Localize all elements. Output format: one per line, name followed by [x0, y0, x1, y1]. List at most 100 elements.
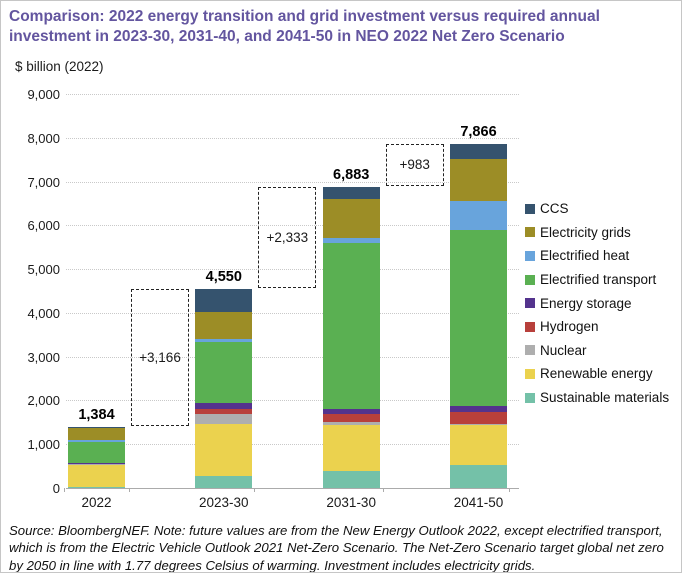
- legend-swatch: [525, 274, 535, 285]
- delta-annotation-label: +2,333: [266, 229, 309, 245]
- bar-segment-sustainable-materials: [450, 464, 507, 488]
- bar-segment-nuclear: [322, 422, 380, 425]
- bar-segment-electrified-heat: [195, 339, 253, 342]
- y-axis-tick-label: 3,000: [27, 349, 60, 365]
- y-axis-tick-label: 7,000: [27, 174, 60, 190]
- y-axis-tick-label: 1,000: [27, 437, 60, 453]
- gridline: [66, 269, 519, 271]
- bar-segment-electricity-grids: [195, 312, 253, 340]
- bar-2031-30: [322, 186, 380, 488]
- source-note-line: by 2050 in line with 1.77 degrees Celsiu…: [9, 557, 536, 573]
- y-axis-tick-label: 9,000: [27, 87, 60, 102]
- legend-swatch: [525, 392, 535, 403]
- bar-2041-50: [450, 143, 507, 488]
- legend-item-energy-storage: Energy storage: [525, 291, 669, 315]
- y-axis-tick-label: 4,000: [27, 305, 60, 321]
- x-axis-tick: [254, 488, 256, 492]
- y-axis-tick-label: 5,000: [27, 262, 60, 278]
- legend-swatch: [525, 203, 535, 214]
- bar-segment-hydrogen: [322, 414, 380, 423]
- bar-segment-energy-storage: [195, 402, 253, 409]
- bar-segment-energy-storage: [68, 462, 125, 464]
- bar-segment-electrified-transport: [68, 442, 125, 463]
- bar-segment-electrified-transport: [195, 341, 253, 403]
- legend-label: Renewable energy: [540, 366, 653, 382]
- y-axis-tick-label: 2,000: [27, 393, 60, 409]
- delta-annotation-label: +3,166: [139, 350, 181, 366]
- legend-item-renewable-energy: Renewable energy: [525, 362, 669, 386]
- legend-item-hydrogen: Hydrogen: [525, 315, 669, 339]
- legend-swatch: [525, 345, 535, 356]
- legend-label: Energy storage: [540, 295, 632, 311]
- legend: CCS Electricity grids Electrified heat Elec…: [525, 197, 669, 409]
- y-axis-tick-label: 6,000: [27, 218, 60, 234]
- legend-label: CCS: [540, 201, 569, 217]
- legend-label: Electrified transport: [540, 272, 657, 288]
- delta-annotation-label: +983: [399, 157, 430, 173]
- bar-segment-hydrogen: [450, 412, 507, 424]
- legend-item-electrified-transport: Electrified transport: [525, 268, 669, 292]
- x-axis-category-label: 2022: [81, 495, 112, 510]
- source-note-line: which is from the Electric Vehicle Outlo…: [9, 540, 664, 556]
- bar-segment-electricity-grids: [322, 199, 380, 238]
- delta-annotation-box: +983: [385, 143, 444, 186]
- gridline: [66, 137, 519, 139]
- plot-area: 0 1,000 2,000 3,000 4,000 5,000 6,000 7,000 8,00…: [27, 87, 519, 510]
- bar-segment-electrified-heat: [450, 200, 507, 230]
- bar-total-label: 1,384: [78, 407, 115, 424]
- legend-swatch: [525, 321, 535, 332]
- gridline: [66, 444, 519, 446]
- legend-swatch: [525, 227, 535, 238]
- bar-segment-nuclear: [195, 414, 253, 425]
- bar-segment-ccs: [195, 288, 253, 313]
- legend-label: Electrified heat: [540, 248, 630, 264]
- bar-2023-30: [195, 288, 253, 488]
- legend-item-electricity-grids: Electricity grids: [525, 221, 669, 245]
- bar-2022: [68, 427, 125, 488]
- legend-item-ccs: CCS: [525, 197, 669, 221]
- legend-item-sustainable-materials: Sustainable materials: [525, 386, 669, 410]
- chart-title: Comparison: 2022 energy transition and g…: [9, 7, 677, 47]
- x-axis-line: [66, 488, 519, 489]
- bar-segment-renewable-energy: [195, 424, 253, 476]
- bar-segment-energy-storage: [322, 409, 380, 415]
- legend-label: Hydrogen: [540, 319, 599, 335]
- gridline: [66, 225, 519, 227]
- x-axis-category-label: 2031-30: [326, 495, 376, 510]
- bar-segment-electrified-transport: [450, 229, 507, 406]
- bar-segment-sustainable-materials: [322, 471, 380, 488]
- bar-segment-ccs: [322, 186, 380, 200]
- x-axis-tick: [129, 488, 131, 492]
- y-axis-tick-label: 8,000: [27, 130, 60, 146]
- bar-segment-electrified-transport: [322, 242, 380, 410]
- source-note-line: Source: BloombergNEF. Note: future value…: [9, 523, 663, 538]
- delta-annotation-box: +2,333: [258, 186, 317, 288]
- bar-total-label: 4,550: [205, 268, 242, 285]
- chart-title-line2: investment in 2023-30, 2031-40, and 2041…: [9, 28, 565, 46]
- legend-label: Electricity grids: [540, 224, 631, 240]
- bar-total-label: 7,866: [460, 123, 497, 140]
- bar-total-label: 6,883: [333, 166, 370, 183]
- bar-segment-renewable-energy: [322, 424, 380, 472]
- bar-segment-ccs: [450, 143, 507, 160]
- legend-label: Nuclear: [540, 342, 587, 358]
- x-axis-category-label: 2041-50: [453, 495, 504, 510]
- delta-annotation-box: +3,166: [131, 288, 189, 427]
- bar-segment-electricity-grids: [68, 427, 125, 440]
- gridline: [66, 94, 519, 95]
- bar-segment-nuclear: [68, 463, 125, 465]
- legend-item-electrified-heat: Electrified heat: [525, 244, 669, 268]
- legend-swatch: [525, 368, 535, 379]
- legend-swatch: [525, 298, 535, 309]
- y-axis-tick-label: 0: [52, 481, 60, 496]
- x-axis-tick: [509, 488, 511, 492]
- bar-segment-sustainable-materials: [68, 486, 125, 488]
- x-axis-tick: [64, 488, 65, 492]
- bar-segment-electrified-heat: [68, 439, 125, 443]
- y-axis-unit-label: $ billion (2022): [15, 59, 104, 74]
- bar-segment-electrified-heat: [322, 237, 380, 243]
- bar-segment-hydrogen: [195, 408, 253, 415]
- gridline: [66, 181, 519, 183]
- bar-segment-energy-storage: [450, 405, 507, 413]
